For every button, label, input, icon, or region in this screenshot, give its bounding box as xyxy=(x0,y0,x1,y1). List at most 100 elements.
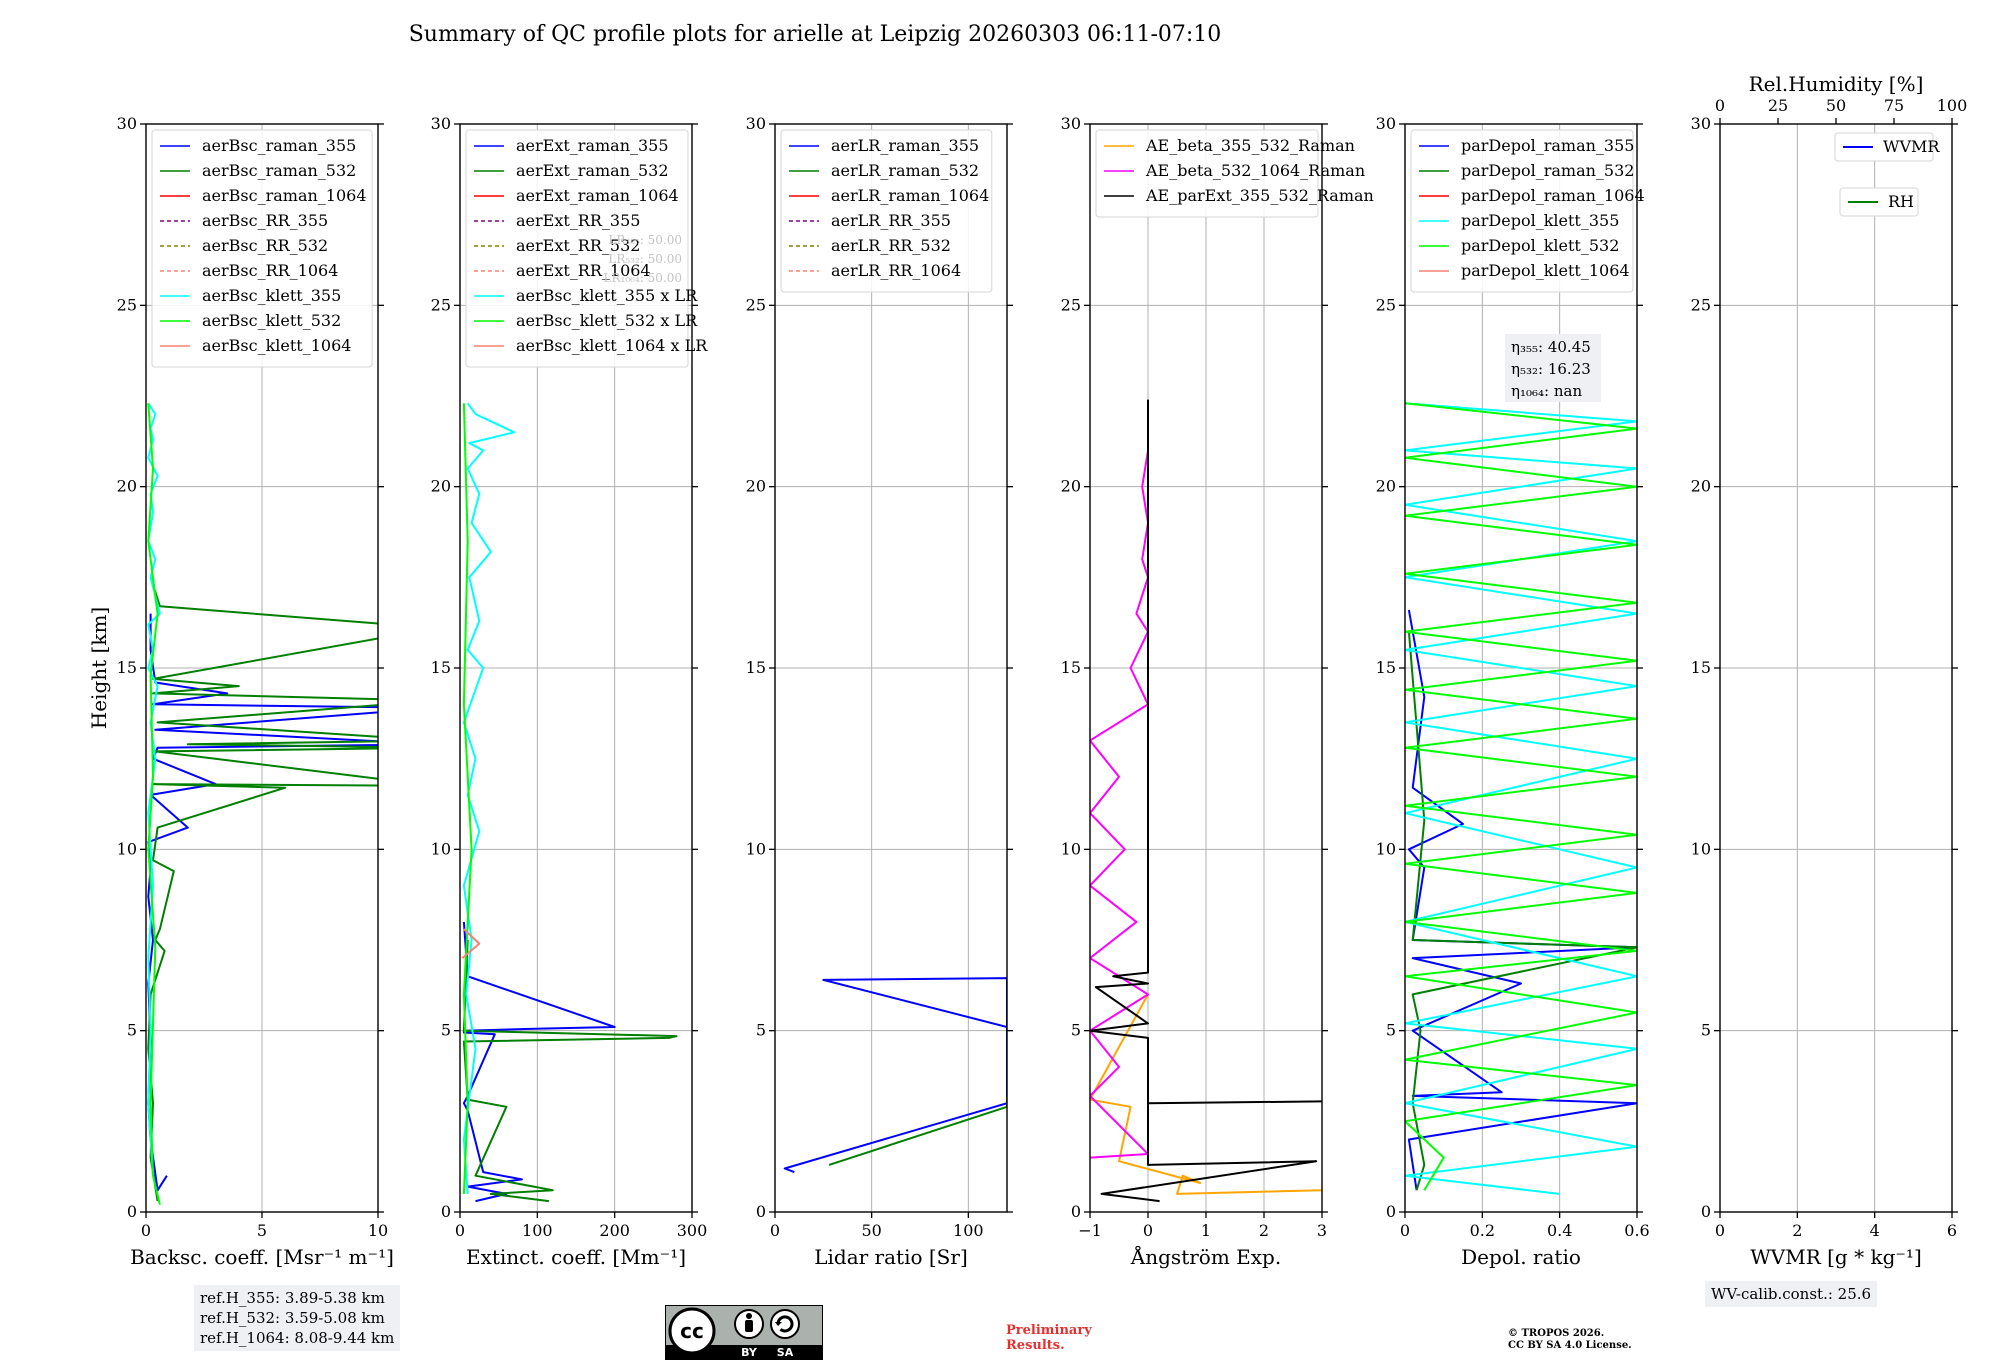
y-tick-label: 15 xyxy=(746,658,766,677)
ref-height-532: ref.H_532: 3.59-5.08 km xyxy=(200,1309,385,1327)
series-AE_beta_532_1064_Raman xyxy=(1090,414,1149,1159)
series-aerBsc_klett_532 xyxy=(147,403,161,1205)
license-sa: SA xyxy=(777,1346,794,1359)
series-parDepol_raman_532 xyxy=(1407,631,1637,1191)
y-tick-label: 25 xyxy=(1061,295,1081,314)
x-tick-label: 200 xyxy=(599,1221,630,1240)
x-tick-label: 100 xyxy=(522,1221,553,1240)
y-tick-label: 30 xyxy=(1691,114,1711,133)
plot-backscatter: 0 5 10 0 5 10 15 20 25 30 Backsc. coeff. [Msr⁻¹ m⁻… xyxy=(87,114,394,1269)
y-tick-label: 0 xyxy=(441,1202,451,1221)
legend-box xyxy=(1839,187,1919,217)
x-tick-label: 3 xyxy=(1317,1221,1327,1240)
copyright-line-1: © TROPOS 2026. xyxy=(1508,1328,1605,1339)
series-aerExt_raman_355 xyxy=(462,921,616,1203)
legend-label-aerBsc_klett_355 x LR: aerBsc_klett_355 x LR xyxy=(516,286,698,305)
x-axis-label: Extinct. coeff. [Mm⁻¹] xyxy=(466,1245,686,1269)
series-AE_parExt_355_532_Raman xyxy=(1090,399,1322,1203)
legend-label-aerLR_raman_1064: aerLR_raman_1064 xyxy=(831,186,989,205)
x-tick-label: 0.4 xyxy=(1547,1221,1572,1240)
top-tick-label: 25 xyxy=(1768,96,1788,115)
legend-label-aerExt_RR_1064: aerExt_RR_1064 xyxy=(516,261,651,280)
y-tick-label: 0 xyxy=(1071,1202,1081,1221)
y-tick-label: 20 xyxy=(117,477,137,496)
y-tick-label: 30 xyxy=(1061,114,1081,133)
y-tick-label: 15 xyxy=(117,658,137,677)
top-tick-label: 50 xyxy=(1826,96,1846,115)
legend-label-aerBsc_raman_532: aerBsc_raman_532 xyxy=(202,161,356,180)
top-tick-label: 0 xyxy=(1715,96,1725,115)
x-tick-label: 0 xyxy=(1715,1221,1725,1240)
legend-label-aerLR_raman_532: aerLR_raman_532 xyxy=(831,161,979,180)
x-tick-label: 0.2 xyxy=(1470,1221,1495,1240)
series-group xyxy=(147,402,378,1205)
legend-label-parDepol_raman_355: parDepol_raman_355 xyxy=(1461,136,1634,155)
eta-value: η₅₃₂: 16.23 xyxy=(1511,360,1591,378)
y-tick-label: 5 xyxy=(1701,1021,1711,1040)
y-tick-label: 15 xyxy=(1691,658,1711,677)
legend-label-AE_beta_532_1064_Raman: AE_beta_532_1064_Raman xyxy=(1145,161,1365,180)
legend-label-aerBsc_klett_355: aerBsc_klett_355 xyxy=(202,286,341,305)
y-tick-label: 5 xyxy=(1386,1021,1396,1040)
legend-box xyxy=(1410,129,1634,293)
legend-label-aerBsc_RR_1064: aerBsc_RR_1064 xyxy=(202,261,338,280)
legend: aerBsc_raman_355 aerBsc_raman_532 aerBsc_r… xyxy=(151,129,373,368)
y-tick-label: 5 xyxy=(127,1021,137,1040)
legend: aerLR_raman_355 aerLR_raman_532 aerLR_rama… xyxy=(780,129,993,293)
legend: parDepol_raman_355 parDepol_raman_532 parD… xyxy=(1410,129,1645,293)
plot-extinction: 0 100 200 300 0 5 10 15 20 25 30 Extinct. coeff. [M… xyxy=(431,114,709,1269)
legend-box xyxy=(465,129,689,368)
series-aerBsc_raman_532 xyxy=(147,576,378,1202)
copyright-line-2: CC BY SA 4.0 License. xyxy=(1508,1340,1632,1351)
legend-label-parDepol_klett_532: parDepol_klett_532 xyxy=(1461,236,1619,255)
legend-label: WVMR xyxy=(1883,137,1940,156)
series-aerBsc_raman_355 xyxy=(147,613,378,1192)
legend-label-AE_parExt_355_532_Raman: AE_parExt_355_532_Raman xyxy=(1145,186,1374,205)
x-tick-label: 100 xyxy=(953,1221,984,1240)
y-tick-label: 10 xyxy=(746,839,766,858)
y-tick-label: 10 xyxy=(1376,839,1396,858)
y-tick-label: 20 xyxy=(1376,477,1396,496)
legend-label-aerExt_raman_532: aerExt_raman_532 xyxy=(516,161,669,180)
x-axis-label: Lidar ratio [Sr] xyxy=(814,1245,968,1269)
legend-WVMR: WVMR xyxy=(1834,132,1940,162)
legend-label-aerBsc_klett_532 x LR: aerBsc_klett_532 x LR xyxy=(516,311,698,330)
y-tick-label: 15 xyxy=(1061,658,1081,677)
legend-box xyxy=(1095,129,1319,218)
series-parDepol_klett_355 xyxy=(1405,402,1637,1195)
y-tick-label: 5 xyxy=(1071,1021,1081,1040)
x-tick-label: 2 xyxy=(1259,1221,1269,1240)
y-tick-label: 25 xyxy=(1376,295,1396,314)
series-parDepol_klett_532 xyxy=(1405,402,1637,1191)
legend: AE_beta_355_532_Raman AE_beta_532_1064_Ra… xyxy=(1095,129,1374,218)
x-tick-label: 0.6 xyxy=(1624,1221,1649,1240)
legend-label-aerExt_raman_1064: aerExt_raman_1064 xyxy=(516,186,679,205)
legend-box xyxy=(1834,132,1934,162)
y-tick-label: 30 xyxy=(431,114,451,133)
legend-box xyxy=(151,129,373,368)
lr-note: LR₅₃₂: 50.00 xyxy=(608,252,682,266)
x-tick-label: 1 xyxy=(1201,1221,1211,1240)
x-tick-label: 10 xyxy=(368,1221,388,1240)
legend-label-aerExt_RR_355: aerExt_RR_355 xyxy=(516,211,640,230)
y-tick-label: 20 xyxy=(1691,477,1711,496)
legend-label-aerBsc_klett_532: aerBsc_klett_532 xyxy=(202,311,341,330)
x-axis-label: Ångström Exp. xyxy=(1130,1244,1281,1269)
y-tick-label: 0 xyxy=(1386,1202,1396,1221)
legend: aerExt_raman_355 aerExt_raman_532 aerExt_r… xyxy=(465,129,708,368)
y-tick-label: 30 xyxy=(746,114,766,133)
y-tick-label: 10 xyxy=(431,839,451,858)
license-by: BY xyxy=(741,1346,758,1359)
reference-heights-box: ref.H_355: 3.89-5.38 km ref.H_532: 3.59-… xyxy=(194,1285,401,1351)
lr-note: LR₃₅₅: 50.00 xyxy=(608,233,682,247)
y-tick-label: 20 xyxy=(1061,477,1081,496)
eta-value: η₃₅₅: 40.45 xyxy=(1511,338,1591,356)
y-tick-label: 25 xyxy=(431,295,451,314)
plot-water_vapor: 0 2 4 6 0 5 10 15 20 25 30 WVMR [g * kg⁻¹] 0 25 50 75 10… xyxy=(1691,72,1968,1269)
x-axis-label: Depol. ratio xyxy=(1461,1245,1581,1269)
legend-label-aerBsc_raman_355: aerBsc_raman_355 xyxy=(202,136,356,155)
legend-label-aerBsc_klett_1064 x LR: aerBsc_klett_1064 x LR xyxy=(516,336,708,355)
eta-box: η₃₅₅: 40.45 η₅₃₂: 16.23 η₁₀₆₄: nan xyxy=(1505,334,1601,402)
